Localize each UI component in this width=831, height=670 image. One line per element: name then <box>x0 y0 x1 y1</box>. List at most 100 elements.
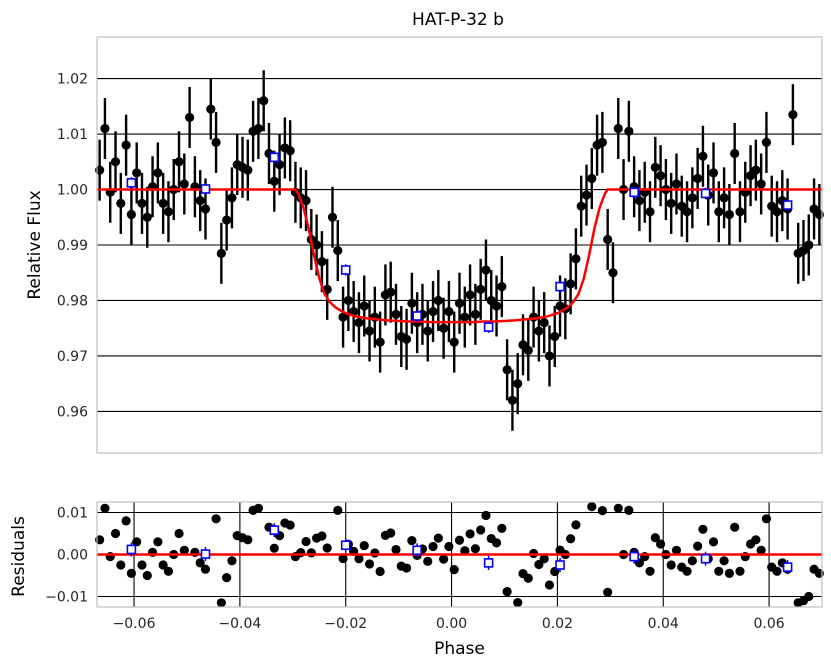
flux-data-point <box>655 171 666 181</box>
residual-point <box>571 520 581 530</box>
flux-data-point <box>613 123 623 134</box>
residual-point <box>359 540 369 551</box>
residual-point <box>386 528 396 538</box>
flux-data-points <box>95 96 824 405</box>
flux-y-tick-label: 0.99 <box>57 238 88 254</box>
residual-point <box>174 528 184 539</box>
flux-data-point <box>491 301 502 311</box>
flux-data-point <box>375 337 385 347</box>
flux-data-point <box>126 209 136 220</box>
flux-y-tick-label: 0.96 <box>57 404 88 420</box>
residual-point <box>454 535 465 545</box>
residual-point <box>449 565 459 575</box>
residual-point <box>227 556 237 566</box>
residual-point <box>126 568 136 579</box>
flux-binned-point <box>340 265 351 275</box>
flux-data-point <box>671 179 682 189</box>
residual-point <box>200 564 211 574</box>
residual-point <box>671 545 682 555</box>
flux-data-point <box>587 173 597 184</box>
residual-binned-point <box>629 551 639 562</box>
flux-data-point <box>301 196 311 206</box>
flux-data-point <box>476 284 486 294</box>
residual-point <box>132 537 142 547</box>
residual-point <box>285 520 295 530</box>
flux-data-point <box>513 379 523 389</box>
phase-x-tick-label: −0.06 <box>113 616 156 632</box>
residual-point <box>476 525 486 535</box>
flux-data-point <box>100 123 110 134</box>
flux-binned-point <box>126 178 137 188</box>
flux-data-point <box>761 137 772 147</box>
flux-data-point <box>137 198 147 208</box>
chart-title: HAT-P-32 b <box>412 10 504 30</box>
residual-point <box>401 563 412 573</box>
flux-y-axis-label: Relative Flux <box>25 190 45 299</box>
flux-data-point <box>423 326 433 336</box>
phase-x-tick-label: −0.04 <box>218 616 261 632</box>
flux-data-point <box>708 168 719 178</box>
residual-point <box>513 597 523 608</box>
flux-data-point <box>110 157 121 167</box>
flux-y-tick-labels: 0.96 0.97 0.98 0.99 1.00 1.01 1.02 <box>57 72 88 421</box>
flux-binned-point <box>200 184 211 194</box>
flux-data-point <box>449 337 459 347</box>
residual-point <box>269 543 279 553</box>
residual-binned-point <box>126 544 137 555</box>
flux-data-point <box>174 157 184 167</box>
residual-point <box>724 568 734 579</box>
flux-data-point <box>354 318 364 328</box>
residual-point <box>666 560 676 570</box>
residual-binned-point <box>269 525 280 535</box>
flux-binned-point <box>269 152 280 163</box>
residual-point <box>597 506 607 516</box>
flux-data-point <box>772 207 782 217</box>
flux-data-point <box>401 334 412 344</box>
flux-data-point <box>714 207 724 217</box>
flux-data-point <box>327 212 338 222</box>
residual-point <box>121 516 131 526</box>
flux-data-point <box>206 104 216 114</box>
residual-point <box>481 510 491 521</box>
flux-y-tick-label: 1.01 <box>57 127 88 143</box>
residual-binned-point <box>200 549 211 559</box>
flux-data-point <box>338 312 348 322</box>
flux-data-point <box>571 254 581 264</box>
residual-point <box>682 566 692 576</box>
residual-point <box>650 533 660 543</box>
flux-data-point <box>460 312 470 322</box>
flux-data-point <box>121 140 131 150</box>
flux-y-tick-label: 1.00 <box>57 183 88 199</box>
residual-point <box>491 538 502 548</box>
flux-data-point <box>407 298 417 308</box>
flux-data-point <box>597 137 607 147</box>
flux-data-point <box>502 365 512 375</box>
phase-x-tick-label: 0.06 <box>753 616 784 632</box>
residual-binned-point <box>412 545 422 556</box>
residual-point <box>391 544 401 555</box>
flux-binned-point <box>700 188 711 199</box>
phase-x-tick-label: −0.02 <box>324 616 367 632</box>
residual-point <box>433 533 443 543</box>
residual-point <box>439 554 449 564</box>
residual-point <box>544 580 555 590</box>
residual-point <box>624 505 634 515</box>
residual-point <box>714 566 724 576</box>
residual-point <box>719 556 729 566</box>
flux-data-point <box>185 112 195 123</box>
residual-point <box>142 570 152 581</box>
flux-data-point <box>698 151 708 161</box>
residuals-axes-frame <box>96 501 823 608</box>
flux-data-point <box>285 146 295 156</box>
flux-data-point <box>312 240 322 250</box>
flux-data-point <box>343 295 353 306</box>
flux-data-point <box>259 96 269 106</box>
residual-point <box>333 505 343 515</box>
residual-point <box>222 573 232 583</box>
residual-binned-point <box>555 560 565 570</box>
residual-binned-point <box>700 553 711 564</box>
flux-data-point <box>153 168 163 178</box>
residual-point <box>407 536 417 546</box>
residual-point <box>179 545 189 555</box>
flux-binned-point <box>412 311 422 321</box>
